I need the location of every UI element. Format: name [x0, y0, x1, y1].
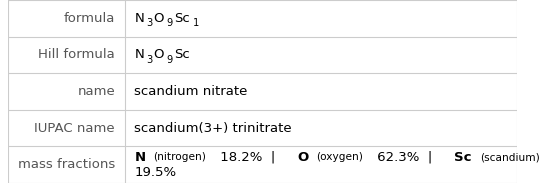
Text: N: N [134, 48, 144, 61]
Text: (scandium): (scandium) [480, 152, 540, 162]
Text: O: O [153, 48, 164, 61]
Text: O: O [298, 151, 309, 164]
Text: 3: 3 [146, 18, 152, 28]
Text: (nitrogen): (nitrogen) [153, 152, 206, 162]
Text: (oxygen): (oxygen) [316, 152, 363, 162]
Text: 3: 3 [146, 55, 152, 65]
Text: Sc: Sc [454, 151, 472, 164]
Text: name: name [78, 85, 115, 98]
Text: 9: 9 [166, 18, 173, 28]
Text: 18.2%  |: 18.2% | [216, 151, 284, 164]
Text: Sc: Sc [174, 12, 189, 25]
Text: Hill formula: Hill formula [38, 48, 115, 61]
Text: formula: formula [64, 12, 115, 25]
Text: 62.3%  |: 62.3% | [373, 151, 441, 164]
Text: N: N [134, 12, 144, 25]
Text: mass fractions: mass fractions [18, 158, 115, 171]
Text: scandium(3+) trinitrate: scandium(3+) trinitrate [134, 122, 292, 135]
Text: O: O [153, 12, 164, 25]
Text: 19.5%: 19.5% [134, 166, 176, 179]
Text: N: N [134, 151, 146, 164]
Text: Sc: Sc [174, 48, 189, 61]
Text: IUPAC name: IUPAC name [34, 122, 115, 135]
Text: 1: 1 [193, 18, 199, 28]
Text: scandium nitrate: scandium nitrate [134, 85, 248, 98]
Text: 9: 9 [166, 55, 173, 65]
